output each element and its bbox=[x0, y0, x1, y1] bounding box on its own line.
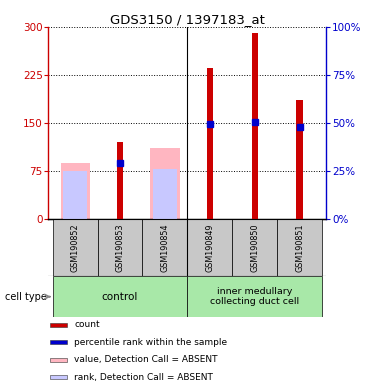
Bar bbox=[50, 323, 67, 327]
FancyBboxPatch shape bbox=[187, 219, 232, 276]
Bar bbox=[50, 376, 67, 379]
Text: GSM190854: GSM190854 bbox=[160, 223, 170, 272]
Bar bbox=[252, 33, 258, 219]
Text: GSM190853: GSM190853 bbox=[115, 223, 125, 272]
Text: inner medullary
collecting duct cell: inner medullary collecting duct cell bbox=[210, 287, 299, 306]
Bar bbox=[117, 142, 123, 219]
FancyBboxPatch shape bbox=[277, 219, 322, 276]
Bar bbox=[150, 149, 180, 219]
FancyBboxPatch shape bbox=[53, 219, 98, 276]
Bar bbox=[63, 171, 88, 219]
Text: GSM190852: GSM190852 bbox=[70, 223, 80, 272]
FancyBboxPatch shape bbox=[142, 219, 187, 276]
Title: GDS3150 / 1397183_at: GDS3150 / 1397183_at bbox=[110, 13, 265, 26]
Bar bbox=[60, 162, 90, 219]
Text: GSM190850: GSM190850 bbox=[250, 223, 259, 272]
FancyBboxPatch shape bbox=[187, 276, 322, 317]
Text: rank, Detection Call = ABSENT: rank, Detection Call = ABSENT bbox=[74, 373, 213, 382]
Text: GSM190851: GSM190851 bbox=[295, 223, 304, 272]
Bar bbox=[296, 101, 303, 219]
Bar bbox=[207, 68, 213, 219]
Bar bbox=[152, 169, 177, 219]
Text: cell type: cell type bbox=[6, 291, 47, 302]
Text: percentile rank within the sample: percentile rank within the sample bbox=[74, 338, 227, 347]
Text: control: control bbox=[102, 291, 138, 302]
Text: value, Detection Call = ABSENT: value, Detection Call = ABSENT bbox=[74, 355, 218, 364]
Text: count: count bbox=[74, 320, 100, 329]
Text: GSM190849: GSM190849 bbox=[205, 223, 214, 272]
Bar bbox=[50, 341, 67, 344]
FancyBboxPatch shape bbox=[53, 276, 187, 317]
FancyBboxPatch shape bbox=[232, 219, 277, 276]
Bar bbox=[50, 358, 67, 362]
FancyBboxPatch shape bbox=[98, 219, 142, 276]
